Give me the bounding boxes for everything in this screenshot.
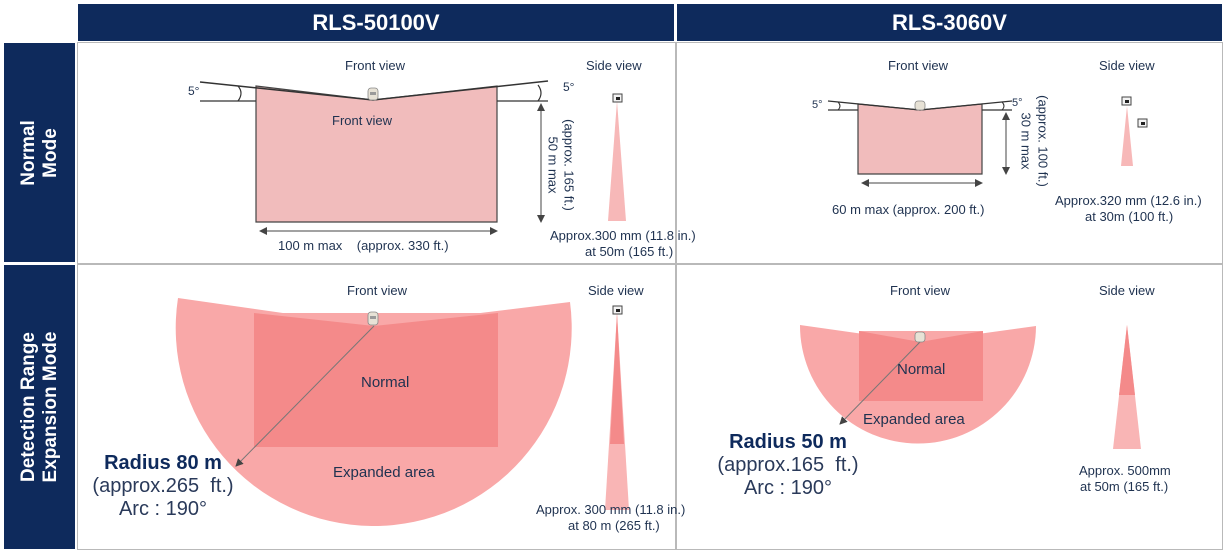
side-caption: Approx.300 mm (11.8 in.) xyxy=(550,228,696,243)
expanded-area-label: Expanded area xyxy=(333,464,435,481)
camera-icon xyxy=(367,311,379,326)
side-view-label: Side view xyxy=(588,283,644,298)
camera-icon xyxy=(914,100,926,111)
side-caption: at 50m (165 ft.) xyxy=(1080,479,1169,494)
normal-3060-front-zone xyxy=(827,100,1013,187)
side-view-label: Side view xyxy=(1099,58,1155,73)
front-view-label: Front view xyxy=(345,58,405,73)
arc-label: Arc : 190° xyxy=(118,498,208,520)
expansion-3060-expanded-area xyxy=(799,325,1036,444)
angle-label-right: 5° xyxy=(563,80,575,94)
normal-zone-label: Normal xyxy=(897,361,946,378)
normal-50100-front-zone xyxy=(199,80,549,235)
arc-label: Arc : 190° xyxy=(743,477,833,499)
angle-label-right: 5° xyxy=(1012,97,1023,109)
side-view-label: Side view xyxy=(1099,283,1155,298)
column-header-rls-3060v: RLS-3060V xyxy=(677,4,1222,41)
radius-approx-label: (approx.165 ft.) xyxy=(717,454,859,476)
radius-info: Radius 80 m (approx.265 ft.) Arc : 190° xyxy=(88,452,238,521)
depth-label-approx: (approx. 165 ft.) xyxy=(561,119,577,211)
row-header-normal-mode: Normal Mode xyxy=(4,43,75,262)
expansion-3060-side-beam xyxy=(1113,325,1141,449)
camera-icon xyxy=(367,87,379,101)
radius-label: Radius 50 m xyxy=(729,431,847,453)
side-caption: Approx.320 mm (12.6 in.) xyxy=(1055,193,1202,208)
column-title: RLS-3060V xyxy=(892,9,1007,35)
column-header-rls-50100v: RLS-50100V xyxy=(78,4,674,41)
side-caption: Approx. 500mm xyxy=(1079,463,1171,478)
zone-label: Front view xyxy=(332,113,392,128)
row-header-expansion-mode: Detection Range Expansion Mode xyxy=(4,265,75,549)
expansion-50100-expanded-area xyxy=(175,298,572,526)
radius-info: Radius 50 m (approx.165 ft.) Arc : 190° xyxy=(712,431,864,500)
depth-label: 30 m max xyxy=(1018,112,1034,170)
camera-icon xyxy=(914,331,926,343)
expansion-50100-side-beam xyxy=(605,305,629,510)
side-caption: at 50m (165 ft.) xyxy=(585,244,674,259)
radius-label: Radius 80 m xyxy=(104,452,222,474)
side-caption: at 30m (100 ft.) xyxy=(1085,209,1174,224)
side-view-label: Side view xyxy=(586,58,642,73)
normal-zone-label: Normal xyxy=(361,374,410,391)
angle-label-left: 5° xyxy=(812,99,823,111)
front-view-label: Front view xyxy=(890,283,950,298)
width-label: 100 m max (approx. 330 ft.) xyxy=(278,238,449,253)
normal-50100-side-beam xyxy=(608,93,626,221)
width-label: 60 m max (approx. 200 ft.) xyxy=(832,202,985,217)
front-view-label: Front view xyxy=(888,58,948,73)
side-caption: at 80 m (265 ft.) xyxy=(568,518,660,533)
normal-3060-side-beam xyxy=(1121,96,1148,166)
expanded-area-label: Expanded area xyxy=(863,411,965,428)
angle-label-left: 5° xyxy=(188,84,200,98)
column-title: RLS-50100V xyxy=(312,9,440,35)
depth-label-approx: (approx. 100 ft.) xyxy=(1035,95,1051,187)
front-view-label: Front view xyxy=(347,283,407,298)
depth-label: 50 m max xyxy=(545,136,561,194)
radius-approx-label: (approx.265 ft.) xyxy=(92,475,234,497)
side-caption: Approx. 300 mm (11.8 in.) xyxy=(536,502,686,517)
